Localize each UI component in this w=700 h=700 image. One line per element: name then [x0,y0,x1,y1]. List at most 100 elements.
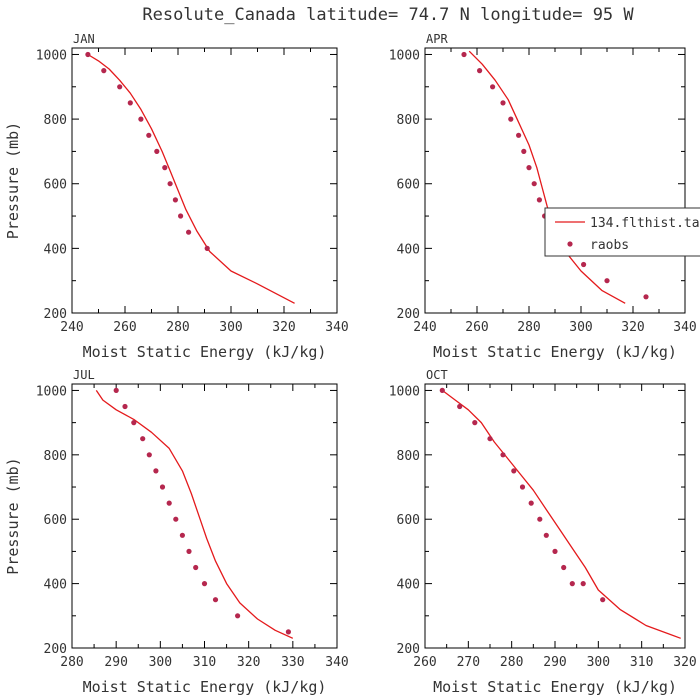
x-tick-label: 280 [60,655,83,670]
x-tick-label: 320 [621,320,644,335]
data-point-raobs [159,484,166,490]
legend-label: 134.flthist.taus_ [590,216,700,231]
x-tick-label: 240 [413,320,436,335]
x-tick-label: 290 [543,655,566,670]
legend: 134.flthist.taus_raobs [544,207,700,257]
data-point-raobs [604,278,610,284]
x-tick-label: 260 [465,320,488,335]
data-point-raobs [154,148,160,154]
x-tick-label: 340 [325,320,348,335]
y-tick-label: 1000 [36,48,67,63]
data-point-raobs [536,197,543,203]
data-point-raobs [521,148,527,154]
data-point-raobs [122,403,128,410]
y-tick-label: 200 [397,642,420,657]
panel-label: JUL [73,368,95,382]
legend-box [544,207,700,257]
data-point-raobs [508,116,514,122]
data-point-raobs [178,213,184,219]
x-tick-label: 310 [193,655,216,670]
data-point-raobs [543,532,549,538]
y-tick-label: 200 [44,642,67,657]
data-point-raobs [472,420,478,426]
data-point-raobs [113,387,119,393]
data-point-raobs [500,100,506,106]
y-tick-label: 1000 [389,48,420,63]
x-tick-label: 300 [149,655,172,670]
y-tick-label: 400 [44,578,67,593]
data-point-raobs [101,68,107,74]
data-point-raobs [172,197,178,203]
data-point-raobs [285,629,291,635]
data-point-raobs [85,51,91,58]
data-point-raobs [138,116,144,122]
data-point-raobs [457,403,463,410]
x-tick-label: 260 [113,320,136,335]
data-point-raobs [487,436,493,442]
data-point-raobs [528,500,534,506]
data-point-raobs [561,564,567,571]
y-tick-label: 200 [397,307,420,322]
chart-panel-jul: JUL 280 290 300 310 320 330 340 200 400 600 800 1000… [4,368,349,696]
y-tick-label: 800 [44,113,67,128]
data-point-raobs [643,294,649,300]
plot-data [85,51,295,304]
data-point-raobs [500,452,506,458]
x-axis-label: Moist Static Energy (kJ/kg) [83,343,327,361]
data-point-raobs [140,436,146,442]
data-point-raobs [146,452,152,458]
data-point-raobs [531,181,537,187]
data-point-raobs [600,597,606,603]
y-tick-label: 1000 [36,384,67,399]
data-point-raobs [131,420,137,426]
figure-title: Resolute_Canada latitude= 74.7 N longitu… [142,5,634,25]
chart-panels: JAN 240 260 280 300 320 340 200 400 600 800 1000 Moi… [4,32,700,696]
y-tick-label: 800 [397,449,420,464]
data-point-raobs [127,100,133,106]
data-point-raobs [166,500,172,506]
x-tick-label: 280 [166,320,189,335]
plot-data [439,387,681,639]
data-point-raobs [193,564,199,571]
data-point-raobs [511,468,517,474]
y-tick-label: 800 [397,113,420,128]
data-point-raobs [439,387,445,393]
chart-panel-oct: OCT 260 270 280 290 300 310 320 200 400 600 800 1000… [389,368,697,696]
x-tick-label: 270 [457,655,480,670]
data-point-raobs [516,132,522,138]
data-point-raobs [580,581,586,587]
data-point-raobs [519,484,526,490]
data-point-raobs [173,516,179,522]
x-axis-label: Moist Static Energy (kJ/kg) [433,343,677,361]
legend-swatch-marker [567,241,573,247]
data-point-raobs [146,132,152,138]
x-axis-label: Moist Static Energy (kJ/kg) [83,678,327,696]
y-tick-label: 600 [44,178,67,193]
data-point-raobs [235,613,241,619]
data-point-raobs [162,165,168,171]
data-point-raobs [477,68,483,74]
y-axis-label: Pressure (mb) [4,457,22,574]
y-tick-label: 800 [44,449,67,464]
panel-label: OCT [426,368,448,382]
x-tick-label: 300 [569,320,592,335]
x-tick-label: 290 [104,655,127,670]
y-tick-label: 1000 [389,384,420,399]
x-tick-label: 300 [587,655,610,670]
y-tick-label: 600 [44,513,67,528]
x-tick-label: 340 [325,655,348,670]
series-line-model [468,50,626,304]
x-tick-label: 240 [60,320,83,335]
x-tick-label: 330 [281,655,304,670]
data-point-raobs [186,229,192,235]
data-point-raobs [552,548,558,555]
x-tick-label: 280 [500,655,523,670]
x-tick-label: 300 [219,320,242,335]
panel-label: JAN [73,32,95,46]
data-point-raobs [117,84,123,90]
data-point-raobs [569,581,575,587]
y-tick-label: 400 [397,578,420,593]
x-tick-label: 320 [272,320,295,335]
y-tick-label: 200 [44,307,67,322]
